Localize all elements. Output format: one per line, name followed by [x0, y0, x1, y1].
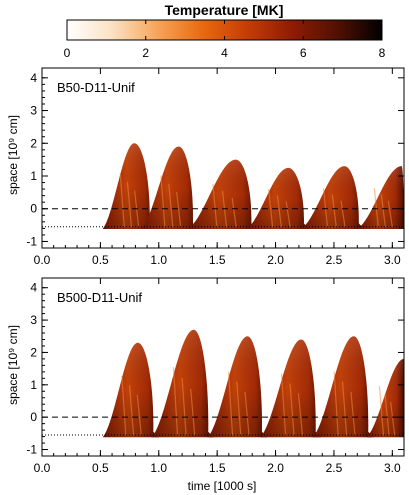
heat-streak [244, 391, 250, 436]
heat-streak [280, 373, 287, 436]
x-tick-label: 0.0 [34, 253, 51, 267]
heat-streak [331, 194, 337, 228]
y-tick-label: 4 [30, 71, 37, 85]
colorbar-ticks: 0 2 4 6 8 [64, 20, 386, 60]
plot-frame [41, 67, 405, 249]
heat-streak [373, 188, 379, 228]
colorbar: Temperature [MK] 0 2 4 6 8 [64, 2, 386, 60]
heat-streak [268, 189, 274, 228]
heat-streak [387, 200, 393, 228]
heat-streak [136, 394, 142, 436]
heat-streak [172, 367, 179, 436]
y-tick-label: -1 [26, 234, 37, 248]
x-tick-label: 0.5 [92, 461, 109, 475]
colorbar-tick-label: 6 [300, 46, 307, 60]
heat-streak [181, 378, 187, 436]
heat-event-shade [357, 166, 404, 230]
heat-event-shade [102, 143, 156, 230]
heat-streak [297, 393, 304, 436]
heat-streak [168, 183, 174, 228]
heat-streak [380, 194, 386, 228]
heat-streak [340, 200, 346, 228]
y-tick-label: 1 [30, 378, 37, 392]
heat-streak [236, 381, 242, 436]
heat-streak [390, 401, 396, 436]
x-tick-label: 3.0 [384, 253, 401, 267]
x-tick-label: 3.0 [384, 461, 401, 475]
y-tick-label: 3 [30, 313, 37, 327]
y-tick-label: -1 [26, 443, 37, 457]
y-axis-label-top: space [10⁹ cm] [6, 115, 20, 195]
x-tick-label: 2.0 [267, 253, 284, 267]
heat-streak [341, 381, 348, 436]
x-tick-label: 0.5 [92, 253, 109, 267]
heat-streak [350, 391, 356, 436]
heat-streak [121, 375, 127, 436]
heat-streak [231, 197, 237, 228]
panel-label: B500-D11-Unif [57, 290, 142, 305]
heat-streak [378, 386, 385, 436]
x-tick-label: 2.0 [267, 461, 284, 475]
panel-label: B50-D11-Unif [57, 80, 135, 95]
colorbar-tick-label: 0 [64, 46, 71, 60]
x-axis-label: time [1000 s] [188, 479, 257, 493]
panel-top: 0.0 0.5 1.0 1.5 2.0 2.5 3.0 -1 0 1 2 3 4 B50-D11-Unif [26, 67, 405, 267]
colorbar-tick-label: 2 [142, 46, 149, 60]
heat-streak [322, 188, 329, 228]
colorbar-tick-label: 8 [379, 46, 386, 60]
heat-streak [285, 201, 291, 228]
x-tick-label: 2.5 [326, 253, 343, 267]
heat-event-shade [102, 342, 160, 438]
heat-streak [227, 371, 234, 436]
heat-streak [119, 173, 125, 228]
plot-frame [41, 277, 405, 457]
heat-streak [333, 371, 339, 436]
heatmap-layer [102, 329, 404, 438]
heat-streak [276, 195, 282, 228]
y-tick-label: 3 [30, 104, 37, 118]
heat-streak [384, 394, 390, 436]
y-tick-label: 4 [30, 281, 37, 295]
colorbar-tick-label: 4 [221, 46, 228, 60]
x-tick-label: 1.5 [209, 461, 226, 475]
heat-streak [289, 383, 295, 436]
y-tick-label: 0 [30, 410, 37, 424]
y-tick-label: 2 [30, 345, 37, 359]
colorbar-title: Temperature [MK] [165, 2, 284, 18]
heat-streak [160, 175, 166, 228]
x-tick-label: 1.5 [209, 253, 226, 267]
heat-streak [176, 191, 182, 228]
heat-streak [190, 388, 196, 436]
y-axis-label-bottom: space [10⁹ cm] [6, 325, 20, 405]
y-tick-label: 1 [30, 169, 37, 183]
heat-streak [128, 385, 135, 436]
heat-streak [126, 181, 133, 228]
x-tick-label: 1.0 [150, 461, 167, 475]
y-tick-label: 0 [30, 202, 37, 216]
x-tick-label: 1.0 [150, 253, 167, 267]
x-tick-label: 2.5 [326, 461, 343, 475]
panel-bottom: 0.0 0.5 1.0 1.5 2.0 2.5 3.0 -1 0 1 2 3 4 B500-D11-Uni… [26, 277, 405, 475]
x-tick-label: 0.0 [34, 461, 51, 475]
heat-streak [212, 183, 218, 228]
y-tick-label: 2 [30, 136, 37, 150]
